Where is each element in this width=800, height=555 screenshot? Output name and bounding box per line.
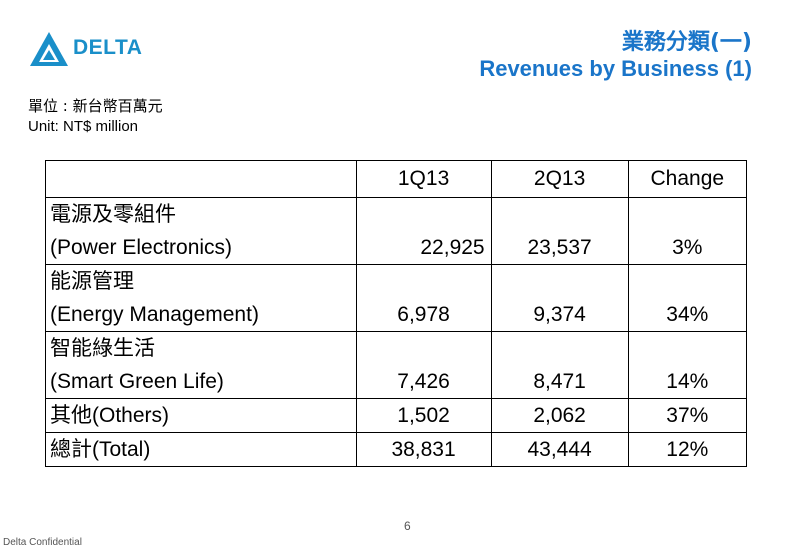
cell-change: 34% (627, 264, 748, 332)
row-label-en: (Smart Green Life) (50, 370, 224, 393)
cell-2q13: 9,374 (490, 264, 629, 332)
header-blank (45, 160, 357, 198)
cell-change: 37% (627, 398, 748, 433)
delta-triangle-icon (30, 32, 68, 66)
cell-2q13: 8,471 (490, 331, 629, 399)
unit-label-zh: 單位 : 新台幣百萬元 (28, 97, 163, 115)
unit-label-en: Unit: NT$ million (28, 118, 139, 135)
table-header-row: 1Q13 2Q13 Change (45, 160, 748, 198)
row-label-zh: 能源管理 (50, 269, 134, 293)
row-label-en: (Power Electronics) (50, 236, 233, 259)
header-change: Change (627, 160, 748, 198)
cell-1q13: 1,502 (355, 398, 492, 433)
row-label-en: (Energy Management) (50, 303, 259, 326)
page-title-zh: 業務分類(一) (621, 30, 752, 55)
cell-2q13: 2,062 (490, 398, 629, 433)
row-label: 電源及零組件 (Power Electronics) (45, 197, 357, 265)
table-row: 能源管理 (Energy Management) 6,978 9,374 34% (45, 264, 748, 332)
delta-logo: DELTA (28, 30, 158, 70)
header-1q13: 1Q13 (355, 160, 492, 198)
row-label-zh: 智能綠生活 (50, 336, 155, 360)
row-label: 能源管理 (Energy Management) (45, 264, 357, 332)
cell-1q13: 38,831 (355, 432, 492, 467)
page-title-en: Revenues by Business (1) (479, 56, 752, 81)
row-label: 總計(Total) (45, 432, 357, 467)
footer-confidential: Delta Confidential (3, 537, 82, 548)
row-label-zh: 電源及零組件 (50, 202, 176, 226)
cell-change: 12% (627, 432, 748, 467)
table-row: 智能綠生活 (Smart Green Life) 7,426 8,471 14% (45, 331, 748, 399)
cell-2q13: 23,537 (490, 197, 629, 265)
header-2q13: 2Q13 (490, 160, 629, 198)
row-label: 智能綠生活 (Smart Green Life) (45, 331, 357, 399)
cell-1q13: 6,978 (355, 264, 492, 332)
table-row: 電源及零組件 (Power Electronics) 22,925 23,537… (45, 197, 748, 265)
table-row-total: 總計(Total) 38,831 43,444 12% (45, 432, 748, 467)
table-row: 其他(Others) 1,502 2,062 37% (45, 398, 748, 433)
logo-wordmark: DELTA (73, 36, 143, 59)
cell-1q13: 7,426 (355, 331, 492, 399)
cell-change: 14% (627, 331, 748, 399)
revenue-table: 1Q13 2Q13 Change 電源及零組件 (Power Electroni… (45, 160, 748, 467)
cell-2q13: 43,444 (490, 432, 629, 467)
page-number: 6 (404, 519, 411, 533)
row-label: 其他(Others) (45, 398, 357, 433)
cell-1q13: 22,925 (355, 197, 492, 265)
cell-change: 3% (627, 197, 748, 265)
